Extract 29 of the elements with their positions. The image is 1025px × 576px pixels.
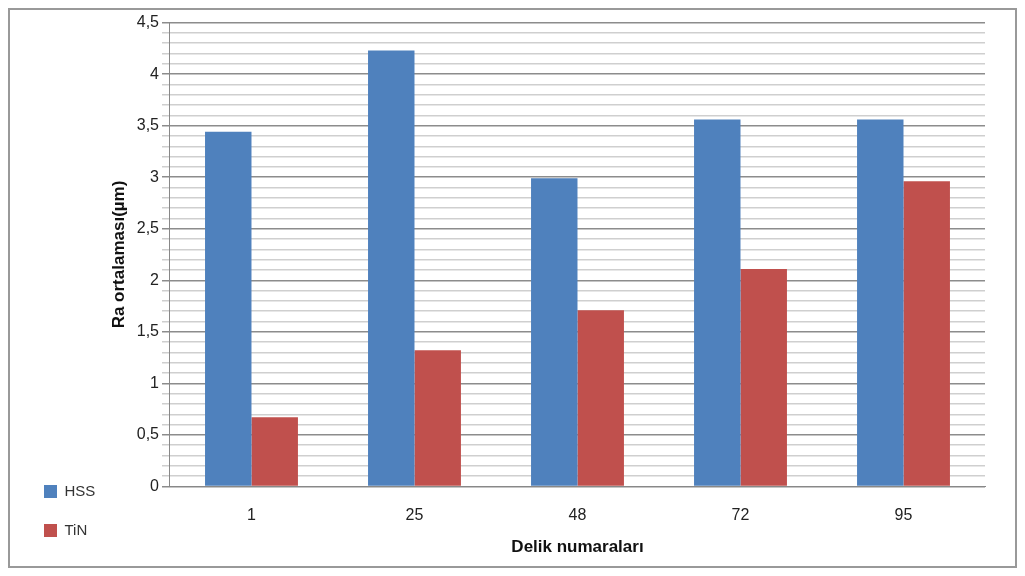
x-tick-label: 25 [405, 506, 424, 524]
y-tick-label: 4,5 [136, 13, 160, 31]
bar [531, 178, 578, 486]
y-tick-label: 3,5 [136, 116, 160, 134]
y-tick-label: 1,5 [136, 322, 160, 340]
x-tick-label: 72 [731, 506, 750, 524]
legend-label: HSS [64, 481, 96, 499]
bar [205, 131, 252, 486]
x-axis-title: Delik numaraları [511, 537, 644, 557]
bar [694, 119, 741, 486]
y-axis-title: Ra ortalaması(µm) [109, 180, 129, 329]
x-tick-label: 1 [247, 506, 257, 524]
y-tick-label: 2 [150, 270, 160, 288]
bar [251, 417, 298, 486]
x-tick-label: 48 [568, 506, 587, 524]
legend-label: TiN [64, 520, 88, 538]
y-tick-label: 3 [150, 167, 160, 185]
y-tick-label: 4 [150, 64, 160, 82]
bar [740, 268, 787, 486]
bar [903, 181, 950, 486]
y-tick-label: 0,5 [136, 425, 160, 443]
bar [368, 50, 415, 486]
y-tick-label: 2,5 [136, 219, 160, 237]
x-tick-label: 95 [894, 506, 913, 524]
bar [414, 350, 461, 486]
y-tick-label: 1 [150, 373, 160, 391]
bar [577, 310, 624, 486]
bar [857, 119, 904, 486]
y-tick-label: 0 [150, 476, 160, 494]
